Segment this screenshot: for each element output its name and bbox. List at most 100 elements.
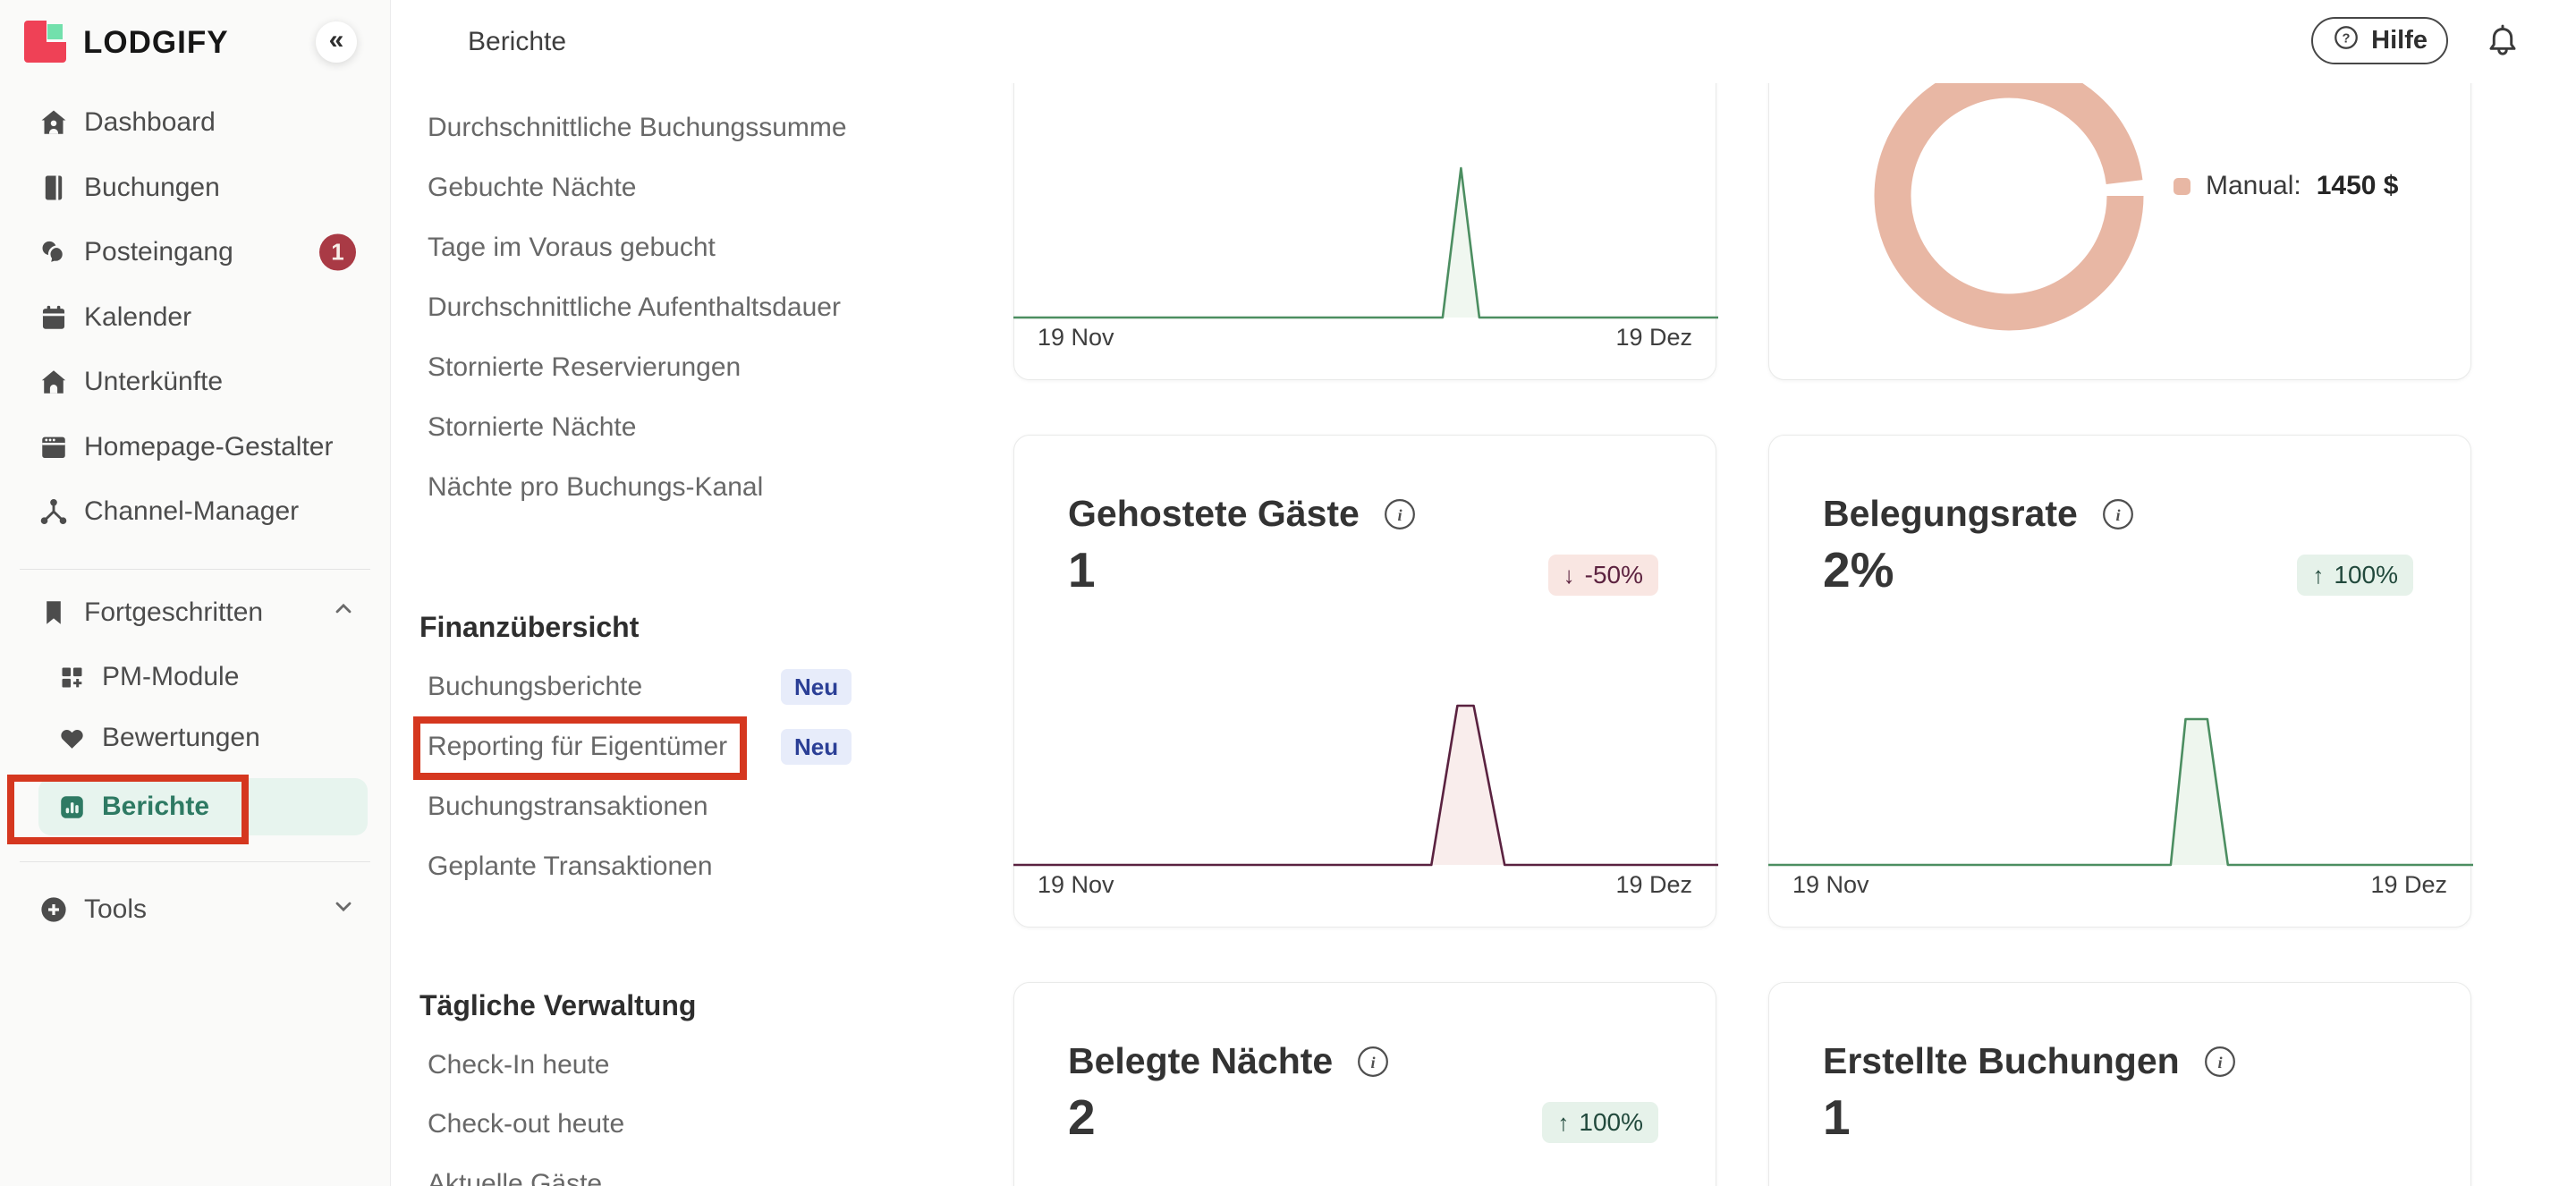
book-icon: [38, 173, 69, 203]
report-link-label: Durchschnittliche Aufenthaltsdauer: [428, 292, 841, 322]
arrow-down-icon: ↓: [1563, 561, 1575, 589]
sidebar-divider: [20, 861, 370, 862]
info-icon[interactable]: i: [1356, 1045, 1390, 1079]
svg-text:i: i: [2217, 1053, 2222, 1071]
main-content: Durchschnittliche Buchungssumme Gebuchte…: [391, 83, 2576, 1186]
topbar: Berichte ? Hilfe: [391, 0, 2576, 83]
sidebar-item-homepage-gestalter[interactable]: Homepage-Gestalter: [0, 414, 390, 479]
report-link-durchschnittliche-buchungssumme[interactable]: Durchschnittliche Buchungssumme: [391, 98, 928, 157]
sidebar-item-label: Unterkünfte: [84, 366, 224, 396]
report-link-label: Geplante Transaktionen: [428, 851, 713, 881]
report-link-tage-im-voraus-gebucht[interactable]: Tage im Voraus gebucht: [391, 218, 928, 277]
sidebar-item-channel-manager[interactable]: Channel-Manager: [0, 479, 390, 544]
sidebar-item-pm-module[interactable]: PM-Module: [0, 647, 390, 707]
report-link-reporting-fuer-eigentuemer[interactable]: Reporting für Eigentümer Neu: [391, 717, 928, 776]
card-title: Erstellte Buchungen: [1823, 1040, 2180, 1081]
report-link-stornierte-naechte[interactable]: Stornierte Nächte: [391, 398, 928, 457]
chat-icon: [38, 237, 69, 267]
report-link-gebuchte-naechte[interactable]: Gebuchte Nächte: [391, 158, 928, 217]
card-gehostete-gaeste: Gehostete Gäste i 1 ↓ -50% 19 Nov 19 Dez: [1013, 435, 1718, 928]
question-circle-icon: ?: [2332, 23, 2360, 59]
svg-text:i: i: [1397, 505, 1402, 523]
help-button[interactable]: ? Hilfe: [2311, 17, 2448, 64]
x-axis-start-label: 19 Nov: [1038, 871, 1114, 898]
sidebar-item-berichte[interactable]: Berichte: [0, 776, 390, 837]
new-badge: Neu: [781, 669, 852, 705]
sidebar-item-label: Posteingang: [84, 236, 233, 267]
sidebar-item-unterkuenfte[interactable]: Unterkünfte: [0, 349, 390, 414]
report-link-check-out-heute[interactable]: Check-out heute: [391, 1095, 928, 1154]
sidebar-section-label: Tools: [84, 894, 148, 924]
help-button-label: Hilfe: [2371, 26, 2428, 55]
report-link-label: Gebuchte Nächte: [428, 173, 637, 202]
svg-text:?: ?: [2343, 31, 2351, 46]
donut-legend: Manual: 1450 $: [2174, 171, 2399, 201]
heart-icon: [58, 724, 86, 752]
report-link-stornierte-reservierungen[interactable]: Stornierte Reservierungen: [391, 338, 928, 397]
report-link-durchschnittliche-aufenthaltsdauer[interactable]: Durchschnittliche Aufenthaltsdauer: [391, 278, 928, 337]
info-icon[interactable]: i: [1383, 497, 1417, 531]
card-value: 2: [1068, 1089, 1096, 1145]
report-link-label: Aktuelle Gäste: [428, 1169, 603, 1186]
bar-chart-icon: [58, 793, 86, 821]
info-icon[interactable]: i: [2101, 497, 2135, 531]
report-link-check-in-heute[interactable]: Check-In heute: [391, 1036, 928, 1095]
report-link-label: Check-out heute: [428, 1109, 625, 1139]
sidebar-collapse-button[interactable]: «: [316, 21, 357, 63]
sidebar-item-dashboard[interactable]: Dashboard: [0, 89, 390, 155]
network-icon: [38, 496, 69, 527]
card-title: Belegte Nächte: [1068, 1040, 1334, 1081]
x-axis-labels: 19 Nov 19 Dez: [1038, 871, 1692, 899]
trend-badge-up: ↑ 100%: [1542, 1102, 1658, 1143]
sidebar-section-label: Fortgeschritten: [84, 597, 264, 627]
trend-badge-up: ↑ 100%: [2297, 555, 2413, 596]
sidebar-item-bewertungen[interactable]: Bewertungen: [0, 707, 390, 768]
report-link-label: Reporting für Eigentümer: [428, 732, 728, 761]
finance-section-heading: Finanzübersicht: [419, 610, 640, 643]
chevron-down-icon: [331, 894, 356, 926]
report-link-naechte-pro-buchungs-kanal[interactable]: Nächte pro Buchungs-Kanal: [391, 458, 928, 517]
x-axis-start-label: 19 Nov: [1792, 871, 1869, 898]
x-axis-labels: 19 Nov 19 Dez: [1038, 324, 1692, 352]
house-icon: [38, 367, 69, 397]
info-icon[interactable]: i: [2203, 1045, 2237, 1079]
x-axis-labels: 19 Nov 19 Dez: [1792, 871, 2447, 899]
active-item-highlight: [38, 778, 368, 835]
sidebar-item-label: Berichte: [102, 792, 210, 821]
lodgify-logo-icon[interactable]: [24, 21, 66, 63]
sidebar-section-fortgeschritten[interactable]: Fortgeschritten: [0, 580, 390, 645]
card-title: Gehostete Gäste: [1068, 493, 1360, 534]
card-value: 1: [1068, 542, 1096, 597]
report-link-geplante-transaktionen[interactable]: Geplante Transaktionen: [391, 837, 928, 896]
page-title: Berichte: [468, 26, 567, 56]
notifications-bell-icon[interactable]: [2483, 21, 2522, 63]
sidebar-item-buchungen[interactable]: Buchungen: [0, 155, 390, 220]
calendar-icon: [38, 302, 69, 333]
report-link-label: Stornierte Reservierungen: [428, 352, 741, 382]
x-axis-end-label: 19 Dez: [1615, 871, 1692, 898]
brand-wordmark[interactable]: LODGIFY: [83, 25, 229, 60]
report-link-buchungstransaktionen[interactable]: Buchungstransaktionen: [391, 777, 928, 836]
sidebar-item-posteingang[interactable]: Posteingang 1: [0, 219, 390, 284]
sidebar-item-label: Homepage-Gestalter: [84, 431, 334, 462]
chevron-up-icon: [331, 597, 356, 629]
sidebar-item-kalender[interactable]: Kalender: [0, 284, 390, 350]
x-axis-end-label: 19 Dez: [1615, 324, 1692, 351]
sidebar-section-tools[interactable]: Tools: [0, 877, 390, 942]
card-belegte-naechte: Belegte Nächte i 2 ↑ 100%: [1013, 982, 1716, 1186]
report-link-aktuelle-gaeste[interactable]: Aktuelle Gäste: [391, 1155, 928, 1186]
arrow-up-icon: ↑: [1557, 1108, 1570, 1136]
card-belegungsrate: Belegungsrate i 2% ↑ 100% 19 Nov 19 Dez: [1768, 435, 2473, 928]
browser-icon: [38, 432, 69, 462]
card-title: Belegungsrate: [1823, 493, 2078, 534]
donut-chart: [1874, 83, 2144, 331]
report-link-buchungsberichte[interactable]: Buchungsberichte Neu: [391, 657, 928, 716]
sidebar-item-label: Kalender: [84, 301, 192, 332]
card-value: 2%: [1823, 542, 1894, 597]
card-top-trend: 19 Nov 19 Dez: [1013, 83, 1718, 380]
sidebar-item-label: Channel-Manager: [84, 496, 300, 526]
sidebar-divider: [20, 569, 370, 570]
card-title-row: Belegungsrate i: [1823, 493, 2135, 535]
modules-icon: [58, 664, 86, 691]
